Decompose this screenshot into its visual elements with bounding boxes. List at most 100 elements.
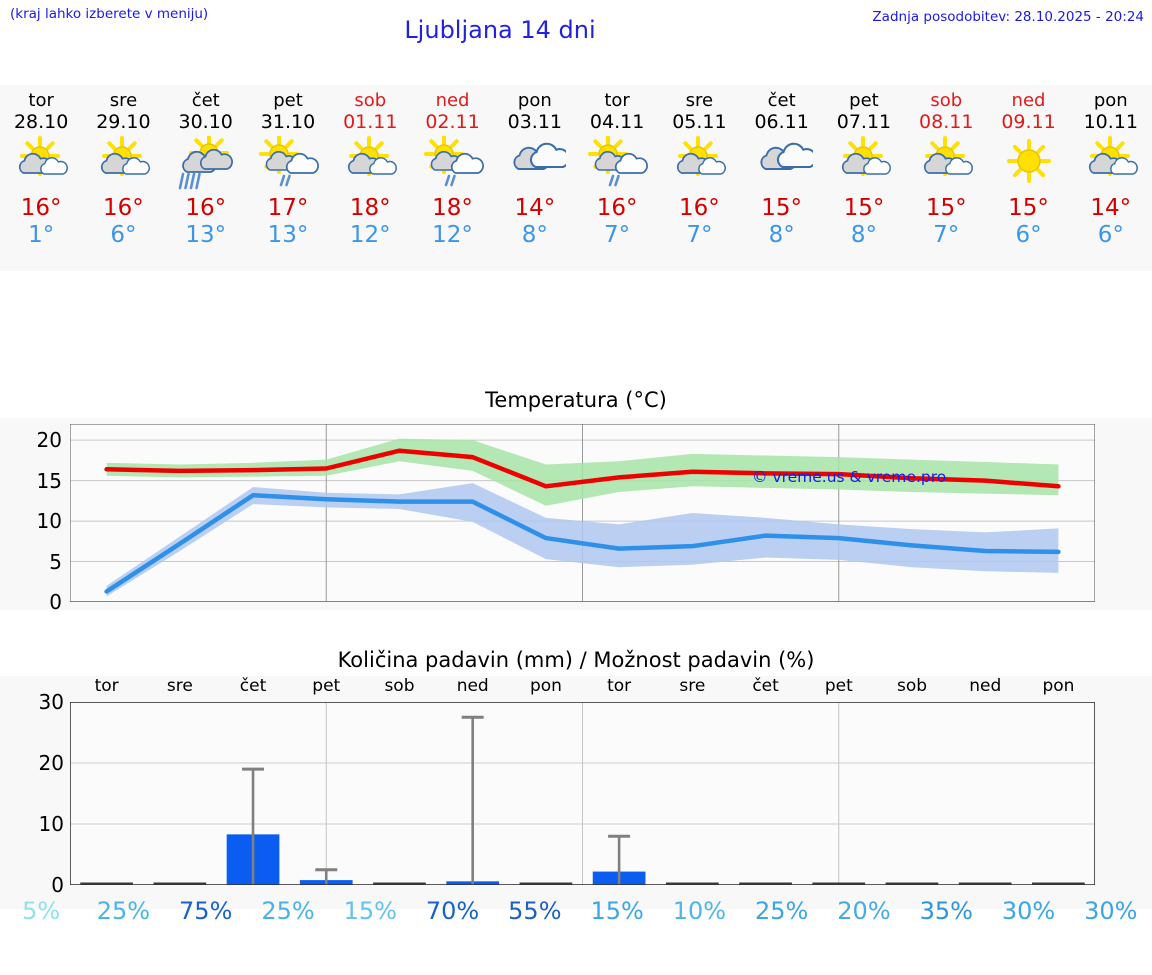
y-tick-label: 5: [49, 549, 62, 574]
day-of-week: pet: [849, 90, 879, 111]
precipitation-probability-row: 5% 25% 75% 25% 15% 70% 55% 15% 10% 25% 20% 35% 30% 30…: [0, 897, 1152, 925]
temp-max: 16°: [103, 195, 144, 221]
daily-forecast-strip: tor 28.10 16° 1° sre 29.10 16° 6° čet 30.10 16°…: [0, 85, 1152, 271]
temp-min: 8°: [521, 222, 548, 248]
temp-max: 15°: [761, 195, 803, 221]
sun-cloud-rain-heavy-icon: [165, 135, 247, 191]
x-tick-label: tor: [607, 676, 632, 696]
day-column[interactable]: sob 08.11 15° 7°: [905, 85, 987, 271]
temp-max: 15°: [843, 195, 885, 221]
x-tick-label: sre: [679, 676, 706, 696]
x-tick-label: pet: [312, 676, 341, 696]
precipitation-probability: 70%: [425, 897, 480, 925]
y-tick-label: 20: [38, 751, 64, 775]
x-tick-label: sob: [384, 676, 415, 696]
day-of-week: sre: [109, 90, 138, 111]
temp-max: 14°: [1090, 195, 1132, 221]
day-column[interactable]: pet 31.10 17° 13°: [247, 85, 329, 271]
temperature-plot: [69, 418, 1096, 614]
day-column[interactable]: ned 09.11 15° 6°: [987, 85, 1069, 271]
precipitation-probability: 55%: [508, 897, 562, 925]
precipitation-probability: 20%: [837, 897, 891, 925]
temp-min: 8°: [850, 222, 878, 248]
precipitation-probability: 30%: [1001, 897, 1056, 925]
temp-min: 6°: [110, 222, 137, 248]
day-column[interactable]: pet 07.11 15° 8°: [823, 85, 905, 271]
temp-max: 16°: [185, 195, 227, 221]
day-of-week: tor: [28, 90, 54, 111]
precipitation-probability: 35%: [919, 897, 973, 925]
day-of-week: sre: [685, 90, 714, 111]
precipitation-x-axis-labels: tor sre čet pet sob ned pon tor sre čet pet sob ned p…: [70, 676, 1095, 696]
temp-max: 18°: [349, 195, 391, 221]
day-date: 05.11: [672, 111, 727, 133]
day-column[interactable]: tor 28.10 16° 1°: [0, 85, 82, 271]
sun-cloud-icon: [905, 135, 987, 191]
precipitation-probability: 30%: [1084, 897, 1138, 925]
day-column[interactable]: pon 03.11 14° 8°: [494, 85, 576, 271]
y-tick-label: 10: [38, 812, 64, 836]
precipitation-probability: 25%: [96, 897, 151, 925]
x-tick-label: ned: [456, 676, 489, 696]
temperature-chart-title: Temperatura (°C): [485, 388, 667, 412]
x-tick-label: sob: [896, 676, 928, 696]
day-of-week: tor: [604, 90, 630, 111]
x-tick-label: sre: [166, 676, 193, 696]
temp-max: 15°: [1008, 195, 1049, 221]
precipitation-probability: 25%: [755, 897, 809, 925]
temp-max: 15°: [925, 195, 967, 221]
day-date: 29.10: [96, 111, 151, 133]
sunny-icon: [987, 135, 1069, 191]
day-of-week: sob: [930, 90, 963, 111]
day-column[interactable]: pon 10.11 14° 6°: [1070, 85, 1152, 271]
y-tick-label: 20: [36, 428, 62, 453]
day-column[interactable]: tor 04.11 16° 7°: [576, 85, 658, 271]
day-date: 04.11: [589, 111, 645, 133]
day-of-week: ned: [435, 90, 470, 111]
temp-min: 1°: [28, 222, 55, 248]
day-column[interactable]: sob 01.11 18° 12°: [329, 85, 411, 271]
sun-cloud-icon: [82, 135, 164, 191]
sun-cloud-icon: [658, 135, 740, 191]
day-date: 10.11: [1083, 111, 1138, 133]
x-tick-label: pon: [529, 676, 562, 696]
temp-min: 13°: [185, 222, 227, 248]
precipitation-probability: 5%: [22, 897, 61, 925]
sun-cloud-icon: [823, 135, 905, 191]
x-tick-label: pet: [824, 676, 853, 696]
x-tick-label: pon: [1042, 676, 1075, 696]
day-date: 01.11: [343, 111, 398, 133]
precipitation-probability: 15%: [343, 897, 397, 925]
day-of-week: čet: [191, 90, 220, 111]
day-date: 06.11: [754, 111, 809, 133]
day-of-week: sob: [354, 90, 387, 111]
page-title: Ljubljana 14 dni: [404, 16, 596, 44]
temp-max: 17°: [267, 195, 309, 221]
precipitation-chart-title: Količina padavin (mm) / Možnost padavin …: [337, 648, 815, 672]
day-of-week: pon: [1093, 90, 1128, 111]
temp-max: 18°: [432, 195, 473, 221]
day-date: 08.11: [919, 111, 974, 133]
temp-max: 16°: [596, 195, 638, 221]
precipitation-plot: [69, 701, 1096, 886]
day-column[interactable]: čet 30.10 16° 13°: [165, 85, 247, 271]
day-date: 07.11: [836, 111, 892, 133]
precipitation-probability: 10%: [672, 897, 727, 925]
day-column[interactable]: sre 05.11 16° 7°: [658, 85, 740, 271]
menu-hint: (kraj lahko izberete v meniju): [10, 6, 209, 22]
cloudy-icon: [741, 135, 823, 191]
y-tick-label: 0: [51, 873, 64, 897]
day-date: 28.10: [13, 111, 69, 133]
day-of-week: ned: [1011, 90, 1046, 111]
temp-min: 12°: [349, 222, 391, 248]
day-column[interactable]: čet 06.11 15° 8°: [741, 85, 823, 271]
day-column[interactable]: sre 29.10 16° 6°: [82, 85, 164, 271]
day-column[interactable]: ned 02.11 18° 12°: [411, 85, 493, 271]
day-of-week: pet: [273, 90, 303, 111]
day-date: 03.11: [507, 111, 563, 133]
copyright-label: © vreme.us & vreme.pro: [752, 468, 947, 486]
sun-cloud-rain-light-icon: [247, 135, 329, 191]
temp-min: 7°: [604, 222, 631, 248]
x-tick-label: čet: [752, 676, 779, 696]
